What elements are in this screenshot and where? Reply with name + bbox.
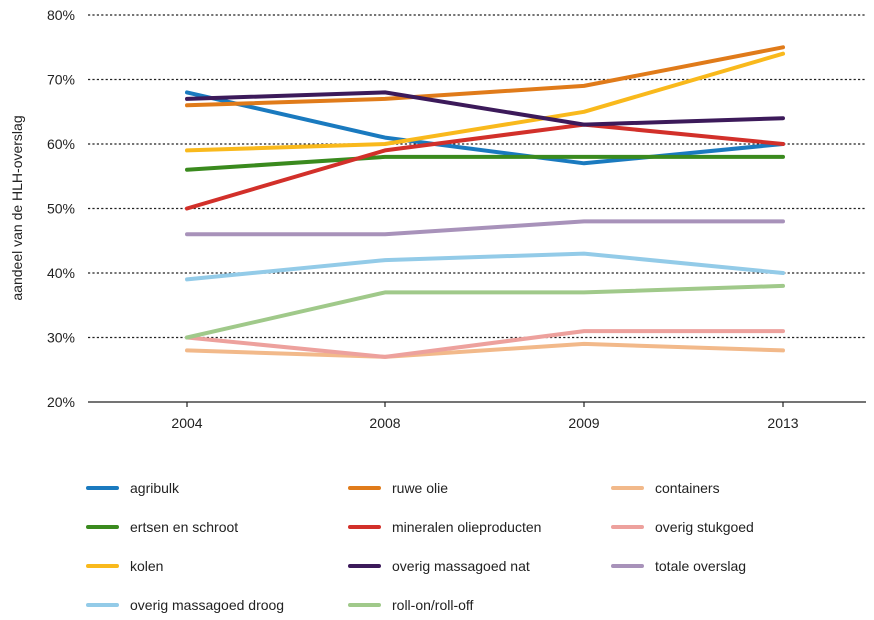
series-line-overig-massagoed-droog [185,251,785,282]
y-tick-label: 70% [47,72,75,88]
x-tick-label: 2013 [767,415,798,431]
legend-label-overig-massagoed-nat: overig massagoed nat [392,558,530,574]
legend-label-containers: containers [655,480,720,496]
y-tick-label: 20% [47,394,75,410]
gridlines [88,14,866,339]
series-line-kolen [185,51,785,153]
x-tick-label: 2008 [369,415,400,431]
x-tick-label: 2009 [568,415,599,431]
y-axis-label: aandeel van de HLH-overslag [9,115,25,300]
x-tick-label: 2004 [171,415,202,431]
y-tick-label: 40% [47,265,75,281]
legend-label-agribulk: agribulk [130,480,180,496]
series-line-overig-massagoed-nat [185,90,785,127]
series-line-overig-stukgoed [185,329,785,359]
series-line-ertsen-en-schroot [185,154,785,172]
legend-label-roll-on-roll-off: roll-on/roll-off [392,597,474,613]
legend-label-mineralen-olieproducten: mineralen olieproducten [392,519,541,535]
legend-label-kolen: kolen [130,558,163,574]
legend-label-ertsen-en-schroot: ertsen en schroot [130,519,238,535]
y-tick-label: 30% [47,330,75,346]
series-line-roll-on-roll-off [185,283,785,340]
legend-label-totale-overslag: totale overslag [655,558,746,574]
x-axis-ticks: 2004 2008 2009 2013 [171,402,799,431]
legend: agribulk ruwe olie containers ertsen en sch… [86,480,754,613]
series-line-containers [185,341,785,359]
y-tick-label: 60% [47,136,75,152]
series-line-mineralen-olieproducten [185,122,785,211]
series-lines [185,45,785,359]
series-line-totale-overslag [185,219,785,237]
y-tick-label: 50% [47,201,75,217]
y-axis-ticks: 20% 30% 40% 50% 60% 70% 80% [47,7,75,410]
legend-label-overig-stukgoed: overig stukgoed [655,519,754,535]
legend-label-ruwe-olie: ruwe olie [392,480,448,496]
legend-label-overig-massagoed-droog: overig massagoed droog [130,597,284,613]
series-line-agribulk [185,90,785,166]
series-line-ruwe-olie [185,45,785,108]
y-tick-label: 80% [47,7,75,23]
